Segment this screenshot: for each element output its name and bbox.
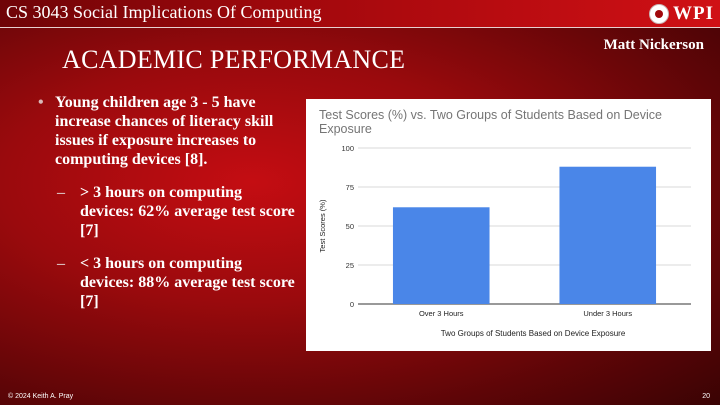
- y-tick-label: 0: [350, 300, 354, 309]
- x-axis-label: Two Groups of Students Based on Device E…: [441, 329, 626, 338]
- y-tick-label: 75: [346, 183, 354, 192]
- y-tick-label: 50: [346, 222, 354, 231]
- chart-panel: Test Scores (%) vs. Two Groups of Studen…: [306, 99, 711, 351]
- bar-under-3-hours: [559, 166, 657, 304]
- chart-title-line-1: Test Scores (%) vs. Two Groups of Studen…: [319, 108, 662, 122]
- y-tick-label: 25: [346, 261, 354, 270]
- wpi-logo: WPI: [649, 2, 714, 26]
- sub-bullet-item: < 3 hours on computing devices: 88% aver…: [38, 254, 300, 311]
- slide-title: ACADEMIC PERFORMANCE: [62, 45, 406, 74]
- x-tick-label: Over 3 Hours: [419, 309, 464, 318]
- author-name: Matt Nickerson: [603, 37, 704, 53]
- sub-bullet-item: > 3 hours on computing devices: 62% aver…: [38, 183, 300, 240]
- chart-title-line-2: Exposure: [319, 122, 372, 136]
- bullet-item: Young children age 3 - 5 have increase c…: [38, 93, 300, 169]
- bar-chart: Test Scores (%) vs. Two Groups of Studen…: [318, 108, 691, 338]
- y-axis-label: Test Scores (%): [318, 199, 327, 252]
- y-tick-label: 100: [341, 144, 354, 153]
- header-bar: CS 3043 Social Implications Of Computing…: [0, 0, 720, 28]
- course-title: CS 3043 Social Implications Of Computing: [6, 2, 322, 22]
- wpi-seal-icon: [649, 4, 669, 24]
- x-tick-label: Under 3 Hours: [583, 309, 632, 318]
- page-number: 20: [702, 393, 710, 400]
- footer-copyright: © 2024 Keith A. Pray: [8, 393, 74, 400]
- wpi-logo-text: WPI: [673, 3, 714, 24]
- bullet-list: Young children age 3 - 5 have increase c…: [38, 93, 300, 311]
- bar-over-3-hours: [392, 207, 490, 304]
